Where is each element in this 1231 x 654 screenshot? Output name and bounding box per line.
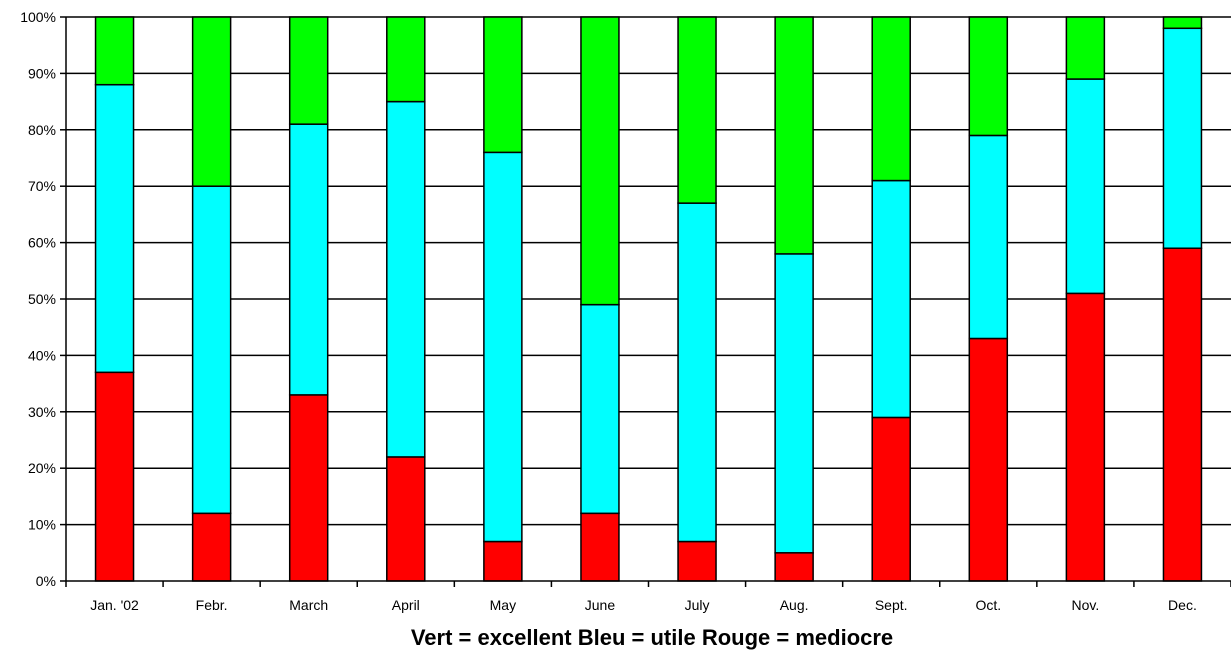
bar-segment xyxy=(580,512,620,582)
bar-segment xyxy=(386,100,426,458)
bar-segment xyxy=(483,16,523,154)
y-tick-labels: 0% 10% 20% 30% 40% 50% 60% 70% 80% 90% 100% xyxy=(20,9,56,589)
y-tick-label: 20% xyxy=(28,460,56,476)
x-tick-label: Nov. xyxy=(1072,597,1100,613)
bar-segment xyxy=(94,371,135,582)
y-tick-label: 90% xyxy=(28,65,56,81)
bar-segment xyxy=(580,16,620,306)
bar-segment xyxy=(774,16,814,255)
x-tick-label: Aug. xyxy=(780,597,809,613)
bar-segment xyxy=(1065,16,1106,80)
bar-segment xyxy=(774,253,814,554)
bar-segment xyxy=(483,540,523,582)
bar-segment xyxy=(968,337,1009,582)
bar-segment xyxy=(1065,78,1106,295)
bar-segment xyxy=(677,202,717,543)
x-tick-label: Sept. xyxy=(875,597,908,613)
x-tick-label: June xyxy=(585,597,616,613)
bar-segment xyxy=(774,552,814,582)
bar-segment xyxy=(677,16,717,204)
bar-segment xyxy=(871,179,911,419)
y-tick-label: 80% xyxy=(28,122,56,138)
bar-segment xyxy=(871,416,911,582)
bar-segment xyxy=(191,185,232,515)
bar-segment xyxy=(386,16,426,103)
y-tick-label: 0% xyxy=(36,573,56,589)
bar-segment xyxy=(968,16,1009,137)
bar-segment xyxy=(191,16,232,187)
bar-segment xyxy=(1162,16,1203,30)
y-tick-label: 50% xyxy=(28,291,56,307)
bars xyxy=(94,16,1203,582)
x-tick-label: Febr. xyxy=(196,597,228,613)
x-tick-labels: Jan. '02 Febr. March April May June July Aug. Se… xyxy=(90,597,1197,613)
bar-segment xyxy=(288,123,329,396)
grid-lines xyxy=(66,16,1231,526)
bar-segment xyxy=(968,134,1009,340)
y-tick-label: 100% xyxy=(20,9,56,25)
bar-segment xyxy=(1162,27,1203,249)
y-tick-label: 70% xyxy=(28,178,56,194)
bar-segment xyxy=(94,83,135,374)
y-tick-label: 10% xyxy=(28,517,56,533)
bar-segment xyxy=(483,151,523,543)
y-tick-label: 40% xyxy=(28,347,56,363)
x-tick-label: May xyxy=(490,597,516,613)
bar-segment xyxy=(288,394,329,582)
x-tick-label: Jan. '02 xyxy=(90,597,139,613)
bar-segment xyxy=(94,16,135,86)
axes xyxy=(60,16,1231,587)
y-tick-label: 30% xyxy=(28,404,56,420)
bar-segment xyxy=(1162,247,1203,582)
x-tick-label: July xyxy=(685,597,710,613)
y-tick-label: 60% xyxy=(28,235,56,251)
bar-segment xyxy=(580,303,620,515)
bar-segment xyxy=(1065,292,1106,582)
bar-segment xyxy=(677,540,717,582)
bar-segment xyxy=(386,456,426,582)
bar-segment xyxy=(288,16,329,125)
bar-segment xyxy=(871,16,911,182)
bar-segment xyxy=(191,512,232,582)
x-tick-label: Oct. xyxy=(975,597,1001,613)
x-tick-label: Dec. xyxy=(1168,597,1197,613)
x-tick-label: March xyxy=(289,597,328,613)
x-axis-title: Vert = excellent Bleu = utile Rouge = me… xyxy=(411,625,893,650)
x-tick-label: April xyxy=(392,597,420,613)
